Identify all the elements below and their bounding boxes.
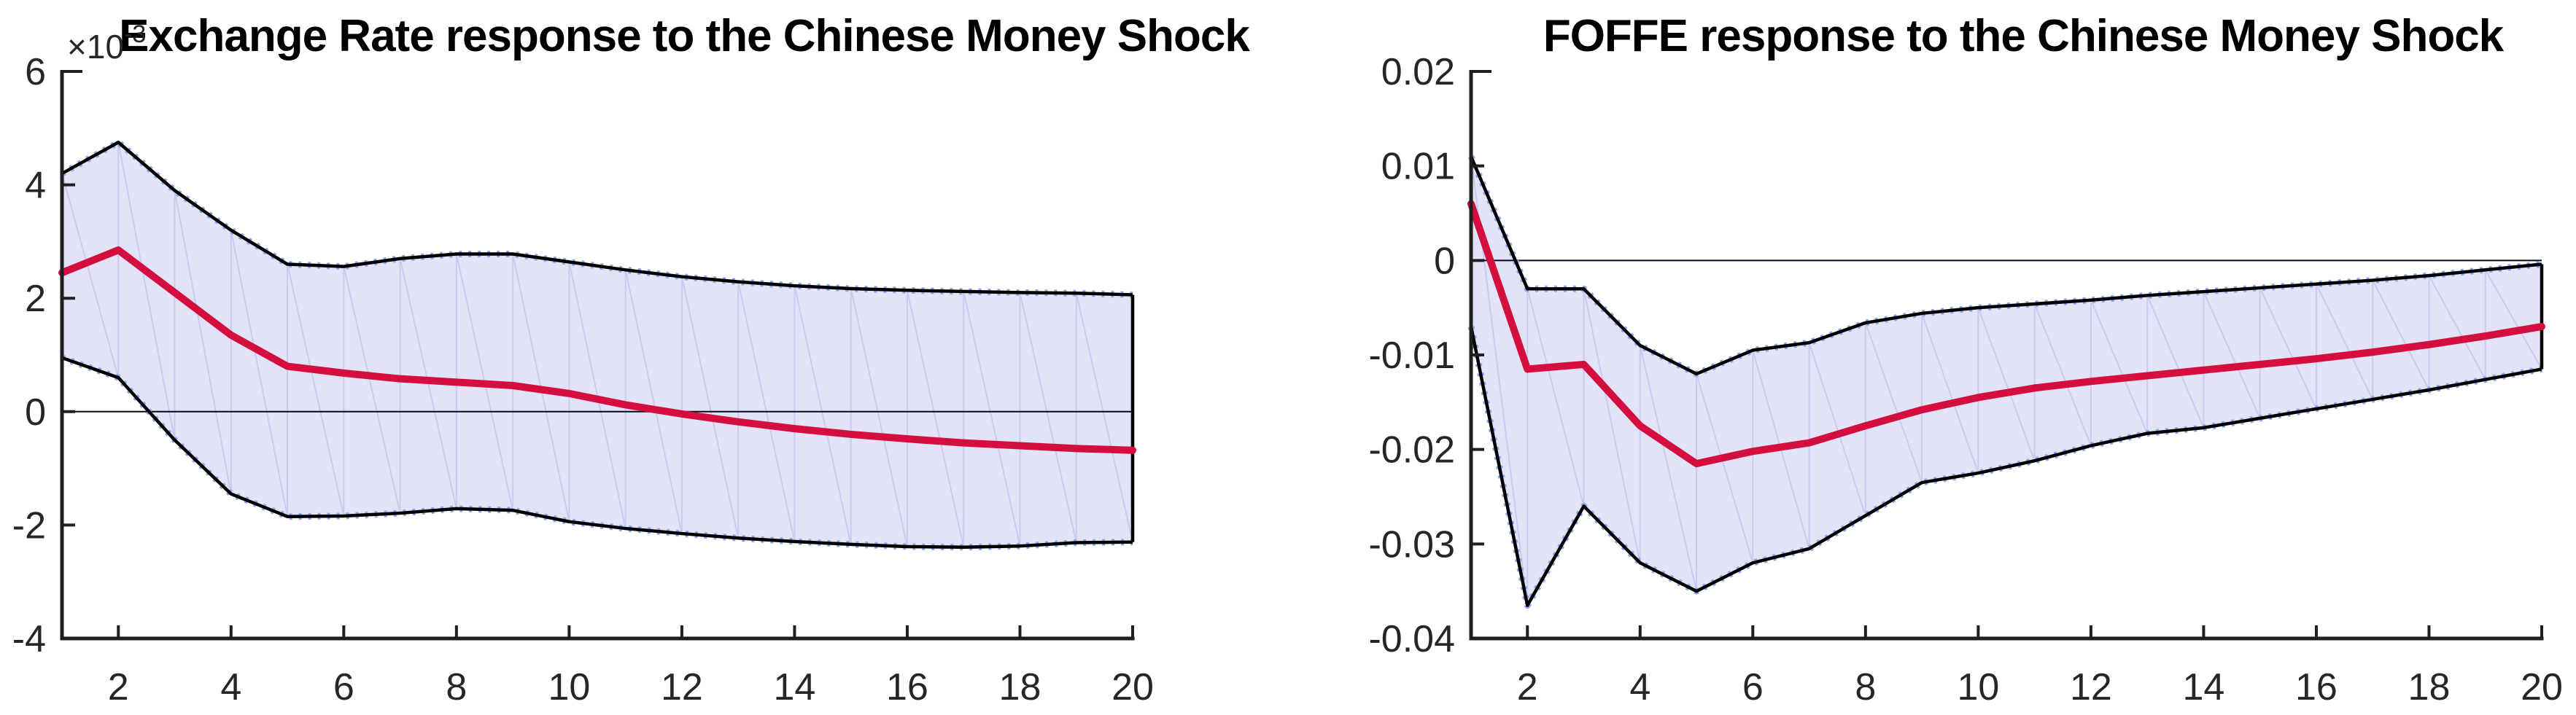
y-tick-label: -0.04: [1368, 618, 1455, 660]
y-tick-label: 6: [25, 51, 46, 93]
band-fan-line: [2146, 294, 2205, 429]
confidence-band: [1471, 156, 2542, 606]
band-fan-line: [61, 173, 120, 378]
band-fan-line: [2484, 269, 2542, 370]
x-tick-label: 2: [1517, 666, 1538, 708]
band-fan-line: [963, 291, 1021, 547]
x-tick-label: 2: [108, 666, 129, 708]
band-fan-line: [343, 266, 401, 514]
y-tick-label: 0.01: [1381, 146, 1455, 188]
median-line: [58, 246, 1136, 454]
x-tick-label: 6: [333, 666, 354, 708]
exponent-power: -3: [124, 20, 147, 48]
x-tick-label: 8: [446, 666, 467, 708]
band-fan-line: [1808, 342, 1866, 516]
x-tick-label: 18: [999, 666, 1041, 708]
lower-band-edge: [61, 356, 1133, 549]
band-fan-line: [174, 190, 232, 494]
y-axis-exponent-label: ×10-3: [67, 20, 146, 66]
chart-foffe: FOFFE response to the Chinese Money Shoc…: [1288, 0, 2576, 715]
y-tick-label: 0: [25, 391, 46, 434]
x-tick-label: 12: [2070, 666, 2112, 708]
y-tick-label: 4: [25, 165, 46, 207]
band-fan-line: [794, 285, 852, 545]
band-fan-line: [1639, 345, 1698, 592]
band-fan-line: [1075, 292, 1133, 542]
band-fan-line: [230, 230, 289, 517]
band-fan-line: [2090, 300, 2149, 434]
band-fan-line: [568, 262, 626, 529]
band-fan-line: [2372, 280, 2430, 391]
chart-title-exchange-rate: Exchange Rate response to the Chinese Mo…: [119, 11, 1250, 61]
median-line: [1467, 200, 2545, 468]
x-tick-label: 16: [2295, 666, 2338, 708]
exponent-prefix: ×10: [67, 28, 125, 66]
band-fan-line: [2259, 287, 2317, 410]
band-fan-line: [117, 142, 176, 440]
y-tick-label: -0.01: [1368, 335, 1455, 377]
x-tick-label: 14: [2182, 666, 2224, 708]
band-fan-line: [906, 290, 965, 547]
y-tick-label: 0: [1434, 240, 1455, 282]
x-tick-label: 20: [1112, 666, 1154, 708]
y-tick-label: -4: [12, 618, 46, 660]
x-tick-label: 18: [2408, 666, 2451, 708]
upper-band-edge: [1469, 155, 2542, 376]
chart-title-foffe: FOFFE response to the Chinese Money Shoc…: [1543, 11, 2504, 61]
band-fan-line: [1526, 288, 1585, 507]
x-tick-label: 10: [1957, 666, 1999, 708]
band-fan-line: [1921, 313, 1979, 474]
x-tick-label: 4: [220, 666, 241, 708]
band-fan-line: [1696, 373, 1754, 563]
confidence-band: [62, 142, 1133, 547]
band-fan-line: [2428, 275, 2486, 380]
band-fan-line: [2316, 284, 2374, 400]
band-fan-line: [1583, 289, 1641, 563]
x-tick-label: 8: [1855, 666, 1876, 708]
band-fan-line: [850, 288, 908, 547]
y-tick-label: -0.03: [1368, 523, 1455, 566]
y-tick-label: 2: [25, 278, 46, 320]
band-fan-line: [624, 270, 683, 534]
x-tick-label: 14: [773, 666, 815, 708]
x-tick-label: 20: [2521, 666, 2563, 708]
lower-band-edge: [1469, 326, 2542, 607]
x-tick-label: 16: [886, 666, 928, 708]
band-fan-line: [1019, 292, 1077, 543]
x-tick-label: 12: [661, 666, 703, 708]
band-fan-line: [1977, 307, 2036, 461]
y-tick-label: -0.02: [1368, 429, 1455, 472]
band-fan-line: [287, 264, 345, 517]
chart-exchange-rate: Exchange Rate response to the Chinese Mo…: [12, 11, 1250, 708]
y-tick-label: 0.02: [1381, 51, 1455, 93]
x-tick-label: 6: [1742, 666, 1764, 708]
x-tick-label: 4: [1629, 666, 1650, 708]
band-fan-line: [2203, 291, 2261, 419]
x-tick-label: 10: [548, 666, 590, 708]
upper-band-edge: [61, 141, 1133, 297]
band-fan-line: [680, 276, 740, 539]
band-fan-line: [2033, 303, 2092, 446]
y-tick-label: -2: [12, 504, 46, 547]
band-fan-line: [1864, 322, 1923, 483]
chart-canvas-foffe: 0.02 0.01 0 -0.01 -0.02 -0.03 -0.04 2 4 6 8 10 12 14 1…: [1368, 51, 2563, 708]
